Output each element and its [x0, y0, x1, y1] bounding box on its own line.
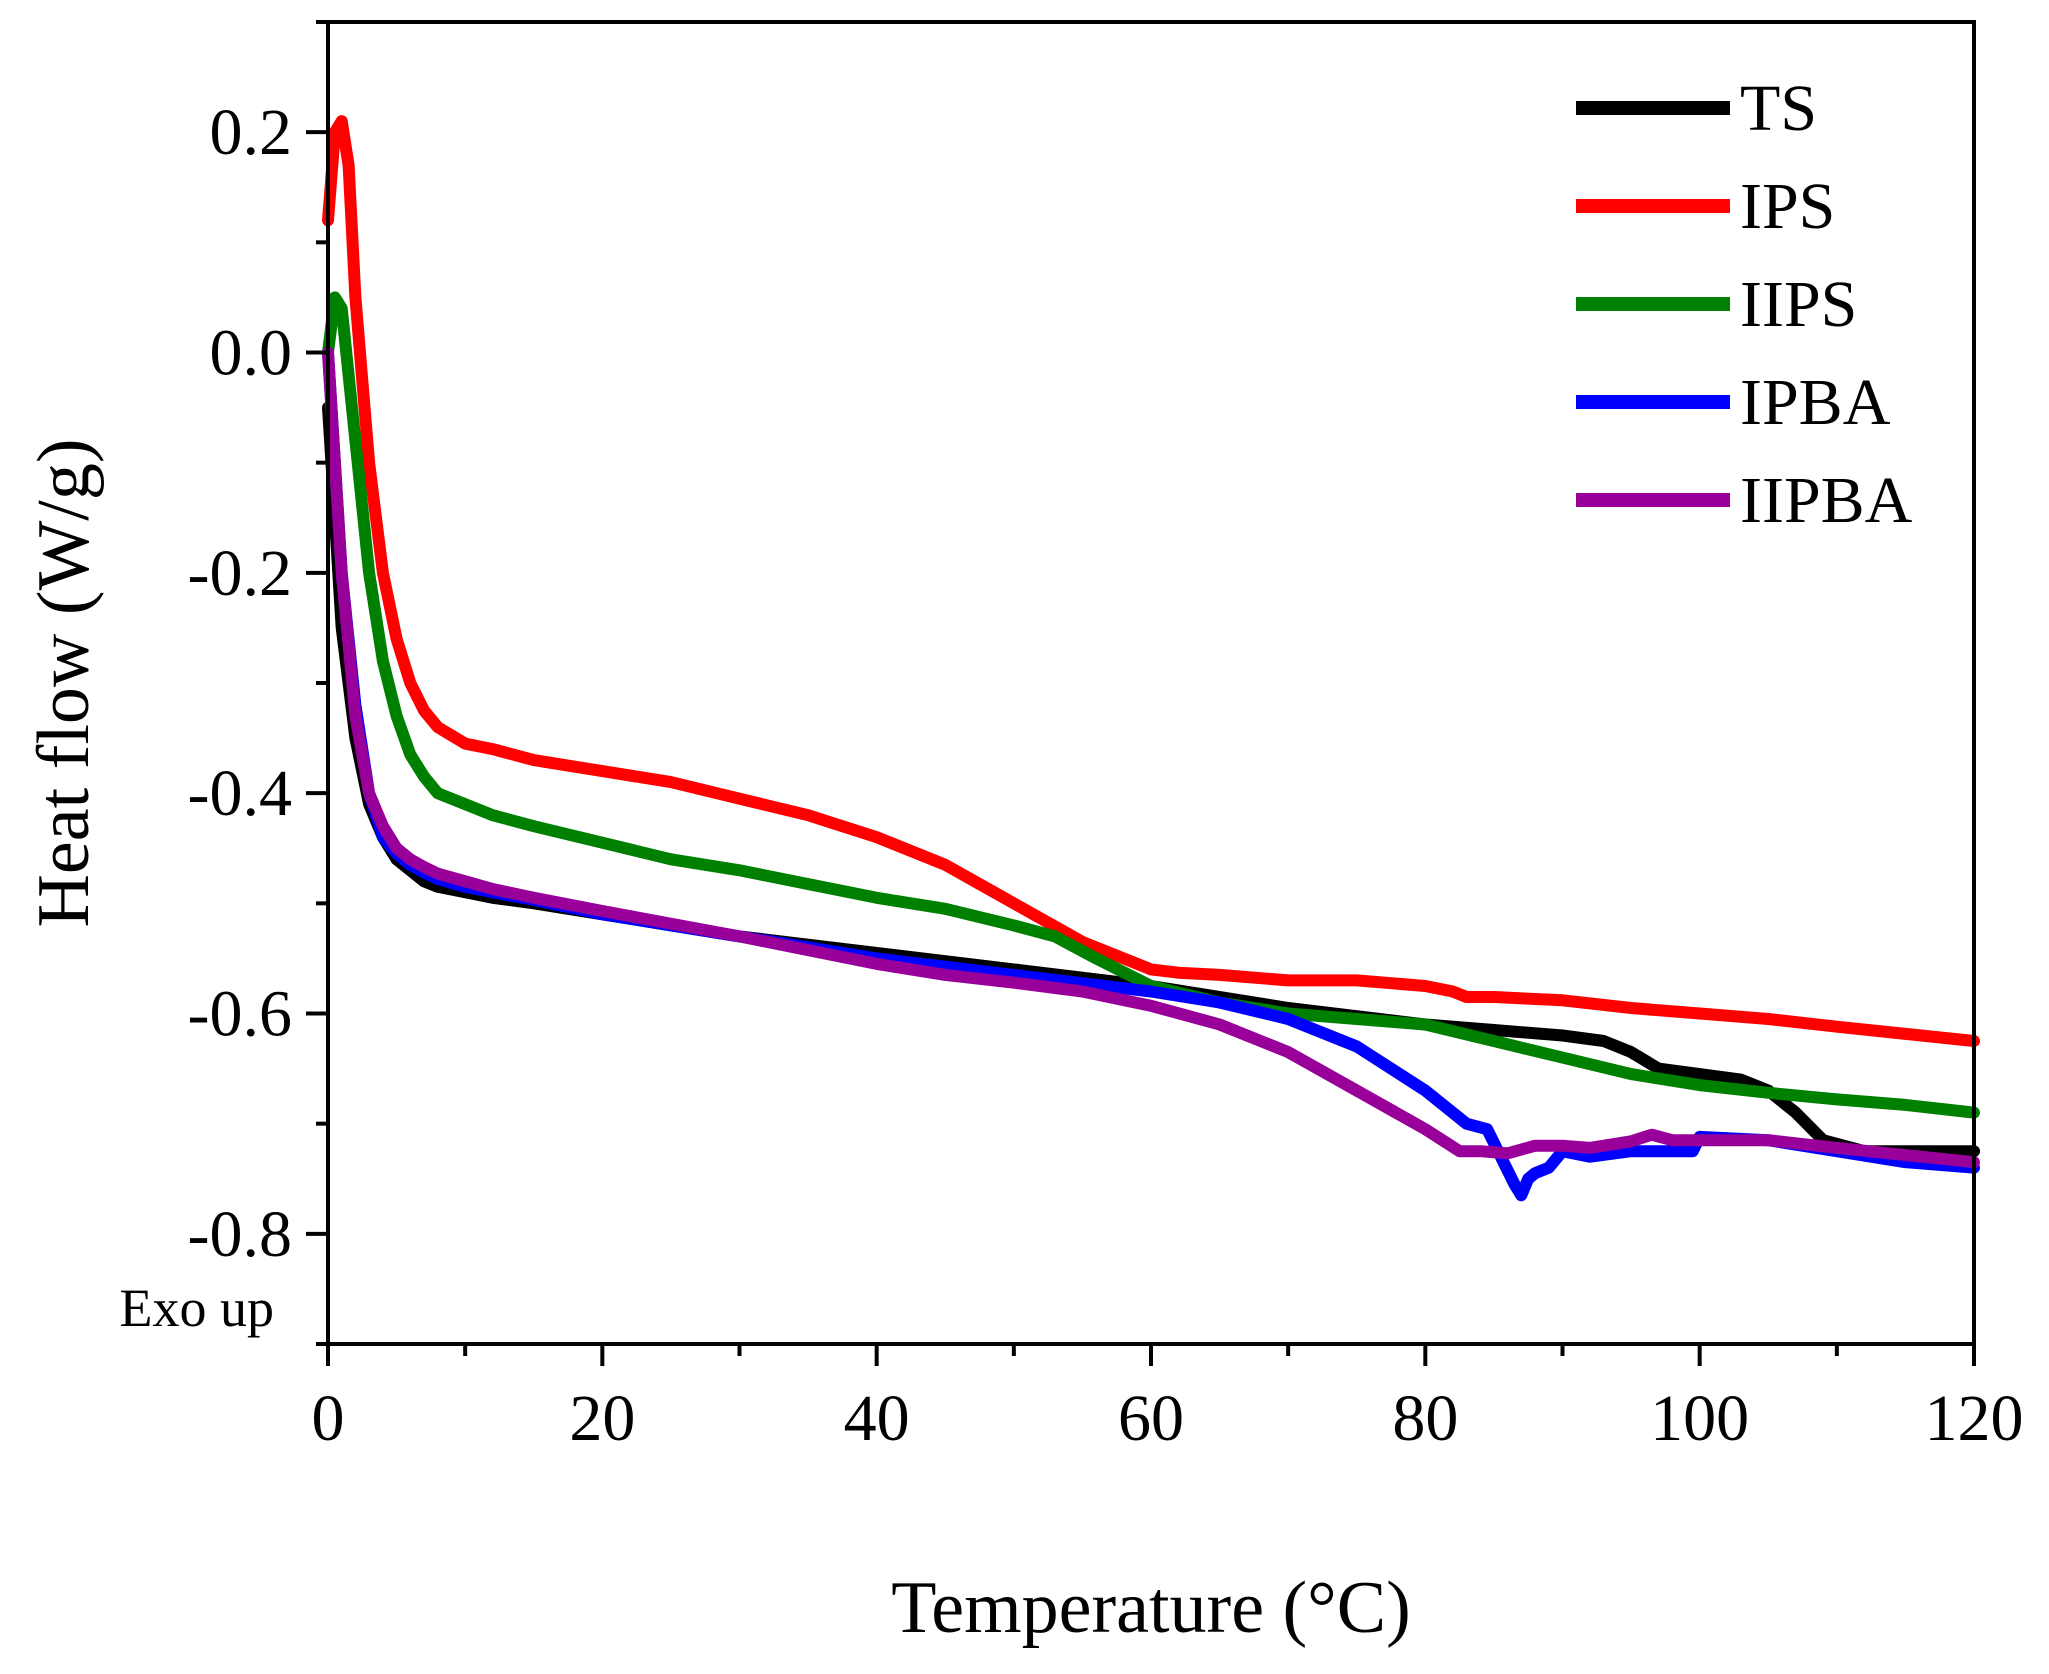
plot-lines	[322, 115, 1980, 1202]
y-tick-label: 0.0	[210, 317, 293, 390]
legend: TS IPS IIPS IPBA IIPBA	[1576, 72, 1913, 537]
x-tick-label: 0	[312, 1382, 345, 1455]
exo-up-annotation: Exo up	[120, 1278, 275, 1338]
series-line-ipba	[322, 346, 1980, 1202]
x-tick-label: 20	[569, 1382, 635, 1455]
x-axis-title: Temperature (°C)	[891, 1567, 1411, 1649]
series-line-ips	[322, 115, 1980, 1047]
y-tick-label: -0.4	[188, 757, 292, 830]
series-line-ts	[322, 401, 1980, 1158]
legend-label-ips: IPS	[1740, 170, 1835, 243]
legend-label-iips: IIPS	[1740, 268, 1857, 341]
series-line-iips	[322, 291, 1980, 1119]
axis-ticks	[306, 20, 1976, 1366]
y-tick-label: -0.8	[188, 1198, 292, 1271]
x-tick-label: 60	[1118, 1382, 1184, 1455]
x-tick-label: 80	[1392, 1382, 1458, 1455]
y-tick-label: 0.2	[210, 96, 293, 169]
tick-labels: 0 20 40 60 80 100 120 0.2 0.0 -0.2 -0.4 -0.6 -0.8	[188, 96, 2024, 1455]
x-tick-label: 100	[1650, 1382, 1749, 1455]
plot-frame	[326, 20, 1976, 1346]
series-line-iipba	[322, 346, 1980, 1169]
x-tick-label: 40	[844, 1382, 910, 1455]
legend-label-iipba: IIPBA	[1740, 464, 1913, 537]
y-tick-label: -0.2	[188, 537, 292, 610]
x-tick-label: 120	[1925, 1382, 2024, 1455]
y-axis-title: Heat flow (W/g)	[23, 438, 105, 927]
legend-label-ipba: IPBA	[1740, 366, 1891, 439]
y-tick-label: -0.6	[188, 978, 292, 1051]
legend-label-ts: TS	[1740, 72, 1817, 145]
